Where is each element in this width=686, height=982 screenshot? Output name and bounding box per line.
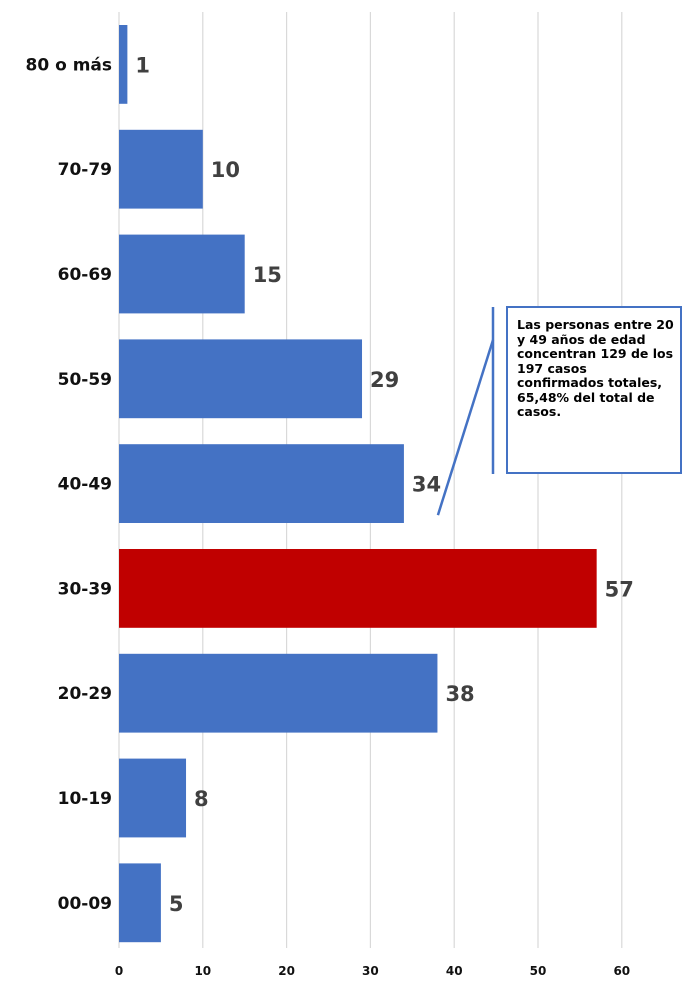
x-axis-ticks: 0 10 20 30 40 50 60 [115, 964, 630, 978]
bar [119, 234, 245, 314]
value-label: 5 [169, 892, 184, 916]
x-tick-label: 30 [362, 964, 379, 978]
value-label: 29 [370, 368, 399, 392]
annotation-callout: Las personas entre 20 y 49 años de edad … [506, 306, 682, 474]
value-label: 34 [412, 473, 441, 497]
category-label: 40-49 [58, 475, 112, 495]
x-tick-label: 10 [194, 964, 211, 978]
bar [119, 339, 363, 419]
value-label: 1 [135, 53, 150, 77]
x-tick-label: 20 [278, 964, 295, 978]
category-label: 10-19 [58, 789, 112, 809]
value-label: 38 [445, 682, 474, 706]
x-tick-label: 50 [530, 964, 547, 978]
category-label: 70-79 [58, 160, 112, 180]
annotation-text: Las personas entre 20 y 49 años de edad … [517, 317, 674, 419]
category-label: 20-29 [58, 684, 112, 704]
bar [119, 653, 438, 733]
value-label: 15 [253, 263, 282, 287]
bars [119, 25, 597, 943]
x-tick-label: 60 [613, 964, 630, 978]
category-label: 30-39 [58, 579, 112, 599]
value-label: 8 [194, 787, 209, 811]
bar [119, 758, 187, 838]
category-label: 80 o más [26, 55, 112, 75]
labels: 80 o más 1 70-79 10 60-69 15 50-59 29 40-49 34 30-… [26, 53, 634, 915]
callout-leader-line [436, 339, 495, 516]
value-label: 57 [605, 577, 634, 601]
bar [119, 863, 161, 943]
category-label: 00-09 [58, 894, 112, 914]
category-label: 50-59 [58, 370, 112, 390]
bar [119, 129, 203, 209]
bar [119, 549, 597, 628]
category-label: 60-69 [58, 265, 112, 285]
x-tick-label: 40 [446, 964, 463, 978]
x-tick-label: 0 [115, 964, 123, 978]
bar [119, 25, 128, 104]
bar [119, 444, 404, 523]
value-label: 10 [211, 158, 240, 182]
callout-leader [436, 307, 495, 516]
